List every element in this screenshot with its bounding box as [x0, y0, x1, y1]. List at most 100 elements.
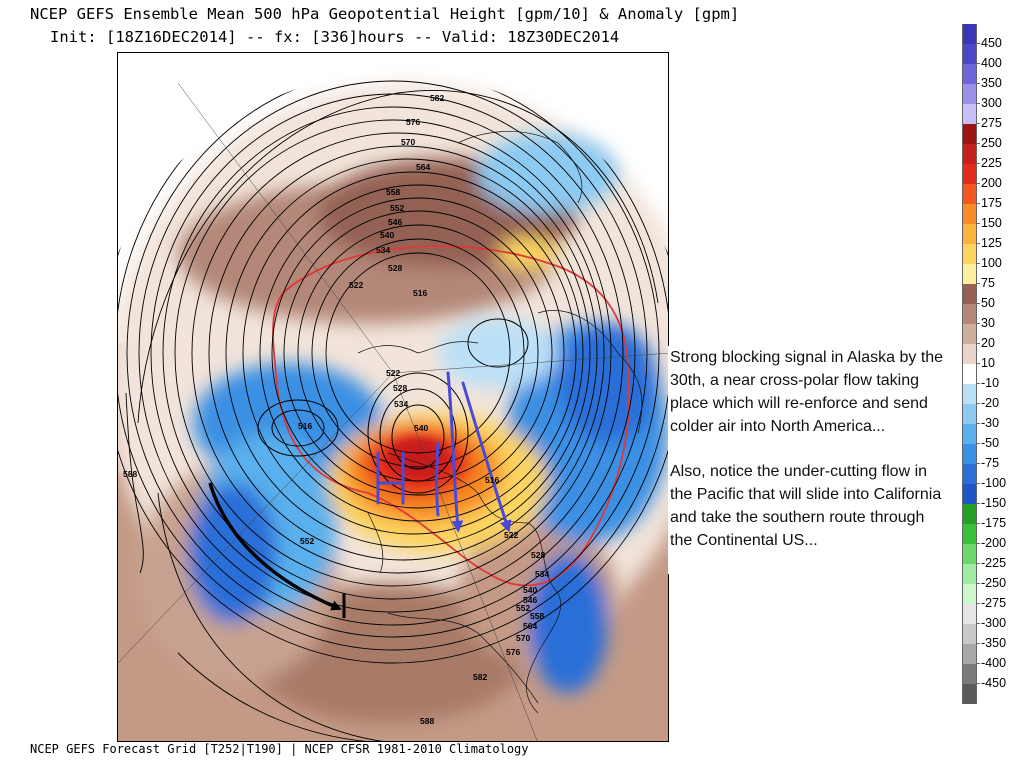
legend-swatch: [962, 144, 977, 164]
legend-swatch: [962, 304, 977, 324]
legend-item: -150: [962, 484, 1022, 509]
chart-title: NCEP GEFS Ensemble Mean 500 hPa Geopoten…: [30, 5, 740, 23]
legend-item: -250: [962, 564, 1022, 589]
legend-item: -275: [962, 584, 1022, 609]
legend-item: -450: [962, 664, 1022, 689]
contour-label: 564: [416, 162, 430, 172]
legend-swatch: [962, 544, 977, 564]
legend-item: 300: [962, 84, 1022, 109]
legend-swatch: [962, 64, 977, 84]
legend-swatch: [962, 124, 977, 144]
legend-label: 350: [981, 76, 1002, 90]
legend-item: -20: [962, 384, 1022, 409]
legend-tick: [977, 523, 980, 524]
legend-item: -175: [962, 504, 1022, 529]
legend-label: -50: [981, 436, 1000, 450]
legend-item: -350: [962, 624, 1022, 649]
height-contours: [118, 73, 668, 664]
legend-label: 175: [981, 196, 1002, 210]
legend-tick: [977, 503, 980, 504]
contour-label: 534: [394, 399, 408, 409]
legend-label: -275: [981, 596, 1007, 610]
contour-label: 576: [406, 117, 420, 127]
legend-tick: [977, 103, 980, 104]
legend-tick: [977, 223, 980, 224]
legend-tick: [977, 583, 980, 584]
legend-swatch: [962, 564, 977, 584]
legend-tick: [977, 123, 980, 124]
anomaly-contour: [272, 245, 630, 587]
legend-label: -20: [981, 396, 1000, 410]
contour-label: 546: [388, 217, 402, 227]
legend-tick: [977, 263, 980, 264]
legend-swatch: [962, 244, 977, 264]
legend-item: 100: [962, 244, 1022, 269]
contour-label: 552: [516, 603, 530, 613]
legend-swatch: [962, 504, 977, 524]
legend-label: 100: [981, 256, 1002, 270]
legend-tick: [977, 663, 980, 664]
legend-label: -10: [981, 376, 1000, 390]
legend-label: -30: [981, 416, 1000, 430]
legend-label: -150: [981, 496, 1007, 510]
contour-label: 582: [430, 93, 444, 103]
contour-label: 588: [420, 716, 434, 726]
legend-tick: [977, 203, 980, 204]
legend-item: 250: [962, 124, 1022, 149]
legend-tick: [977, 43, 980, 44]
contour-label: 534: [376, 245, 390, 255]
legend-label: -200: [981, 536, 1007, 550]
legend-item: 350: [962, 64, 1022, 89]
legend-label: -450: [981, 676, 1007, 690]
legend-tick: [977, 363, 980, 364]
color-legend: 450 400 350 300 275 250 225 200 175 150 125 100 75 50…: [962, 24, 1022, 704]
legend-item: 400: [962, 44, 1022, 69]
legend-tick: [977, 303, 980, 304]
annotation-box: Strong blocking signal in Alaska by the …: [668, 346, 948, 574]
block-high-contours: [257, 318, 529, 494]
legend-label: 200: [981, 176, 1002, 190]
legend-label: -300: [981, 616, 1007, 630]
pacific-undercut-arrow: [208, 482, 342, 611]
anomaly-field: [118, 83, 668, 741]
legend-tick: [977, 383, 980, 384]
contour-label: 528: [531, 550, 545, 560]
contour-label: 522: [386, 368, 400, 378]
legend-swatch: [962, 184, 977, 204]
legend-swatch: [962, 604, 977, 624]
contour-label: 522: [349, 280, 363, 290]
legend-label: -100: [981, 476, 1007, 490]
legend-label: 50: [981, 296, 995, 310]
flow-arrows: [376, 371, 512, 533]
contour-label: 576: [506, 647, 520, 657]
legend-label: 150: [981, 216, 1002, 230]
legend-tick: [977, 143, 980, 144]
legend-tick: [977, 623, 980, 624]
legend-item: [962, 684, 1022, 704]
legend-item: 275: [962, 104, 1022, 129]
coastlines: [357, 131, 643, 714]
legend-swatch: [962, 24, 977, 44]
legend-tick: [977, 323, 980, 324]
contour-label: 564: [523, 621, 537, 631]
legend-swatch: [962, 584, 977, 604]
legend-swatch: [962, 224, 977, 244]
legend-swatch: [962, 204, 977, 224]
legend-tick: [977, 603, 980, 604]
contour-label: 540: [523, 585, 537, 595]
legend-label: 300: [981, 96, 1002, 110]
legend-item: 125: [962, 224, 1022, 249]
legend-item: -400: [962, 644, 1022, 669]
legend-swatch: [962, 444, 977, 464]
legend-swatch: [962, 164, 977, 184]
legend-item: -75: [962, 444, 1022, 469]
legend-item: -225: [962, 544, 1022, 569]
legend-item: -10: [962, 364, 1022, 389]
legend-swatch: [962, 464, 977, 484]
legend-swatch: [962, 264, 977, 284]
legend-tick: [977, 163, 980, 164]
legend-item: 20: [962, 324, 1022, 349]
legend-label: -225: [981, 556, 1007, 570]
legend-swatch: [962, 404, 977, 424]
legend-item: 150: [962, 204, 1022, 229]
